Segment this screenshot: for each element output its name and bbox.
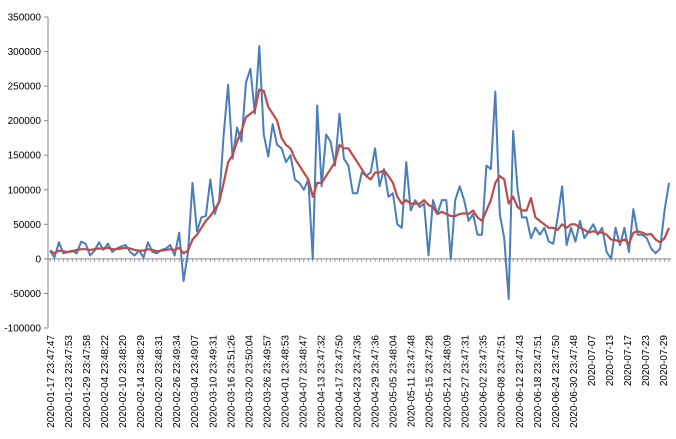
x-tick-label: 2020-06-30 23:47:48 [569, 335, 580, 428]
x-tick-label: 2020-05-11 23:47:48 [407, 335, 418, 428]
x-tick-label: 2020-07-13 [605, 335, 616, 387]
x-tick-label: 2020-01-23 23:47:53 [64, 335, 75, 428]
series-layer [49, 45, 671, 300]
x-tick-label: 2020-05-27 23:47:31 [461, 335, 472, 428]
x-tick-label: 2020-07-29 [659, 335, 670, 387]
x-tick-label: 2020-07-23 [641, 335, 652, 387]
x-tick-label: 2020-07-17 [623, 335, 634, 387]
x-tick-label: 2020-06-02 23:47:35 [479, 335, 490, 428]
x-tick-label: 2020-04-13 23:47:32 [316, 335, 327, 428]
series-line-red [49, 88, 671, 255]
y-tick-label: 200000 [8, 116, 42, 127]
x-tick-label: 2020-01-29 23:47:58 [82, 335, 93, 428]
y-tick-label: 0 [35, 254, 41, 265]
x-tick-label: 2020-06-12 23:47:43 [515, 335, 526, 428]
x-tick-label: 2020-02-20 23:48:31 [154, 335, 165, 428]
x-tick-label: 2020-03-04 23:49:07 [190, 335, 201, 428]
y-tick-label: 50000 [13, 220, 41, 231]
y-tick-label: 100000 [8, 185, 42, 196]
y-tick-label: -100000 [4, 324, 41, 335]
y-tick-label: -50000 [10, 289, 42, 300]
x-tick-label: 2020-03-26 23:49:57 [262, 335, 273, 428]
y-tick-label: 150000 [8, 151, 42, 162]
x-tick-label: 2020-07-07 [587, 335, 598, 387]
x-tick-label: 2020-04-29 23:47:36 [371, 335, 382, 428]
x-tick-label: 2020-04-01 23:48:53 [280, 335, 291, 428]
x-tick-label: 2020-02-26 23:49:34 [172, 335, 183, 428]
x-tick-label: 2020-01-17 23:47:47 [46, 335, 57, 428]
y-tick-label: 300000 [8, 47, 42, 58]
x-tick-label: 2020-04-23 23:47:36 [353, 335, 364, 428]
y-tick-label: 250000 [8, 82, 42, 93]
label-layer: 350000 300000 250000 200000 150000 100000 5000… [4, 13, 670, 428]
x-tick-label: 2020-03-16 23:51:26 [226, 335, 237, 428]
x-tick-label: 2020-02-10 23:48:20 [118, 335, 129, 428]
x-tick-label: 2020-05-15 23:47:28 [425, 335, 436, 428]
x-tick-label: 2020-04-17 23:47:50 [334, 335, 345, 428]
x-tick-label: 2020-03-10 23:49:31 [208, 335, 219, 428]
axes-layer [44, 16, 671, 329]
x-tick-label: 2020-06-24 23:47:50 [551, 335, 562, 428]
x-tick-label: 2020-02-14 23:48:29 [136, 335, 147, 428]
series-line-blue [49, 45, 670, 300]
y-tick-label: 350000 [8, 13, 42, 24]
x-tick-label: 2020-06-08 23:47:51 [497, 335, 508, 428]
x-tick-label: 2020-05-21 23:48:09 [443, 335, 454, 428]
x-tick-label: 2020-02-04 23:48:22 [100, 335, 111, 428]
x-tick-label: 2020-03-20 23:50:04 [244, 335, 255, 428]
x-tick-label: 2020-04-07 23:48:47 [298, 335, 309, 428]
x-tick-label: 2020-06-18 23:47:51 [533, 335, 544, 428]
x-tick-label: 2020-05-05 23:48:04 [389, 335, 400, 428]
